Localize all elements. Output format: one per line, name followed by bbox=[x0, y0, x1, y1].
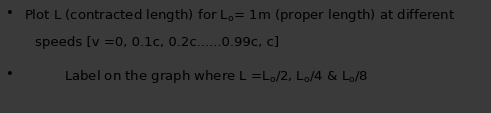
Text: Label on the graph where L =L$_\mathrm{o}$/2, L$_\mathrm{o}$/4 & L$_\mathrm{o}$/: Label on the graph where L =L$_\mathrm{o… bbox=[64, 68, 368, 84]
Text: Plot L (contracted length) for L$_\mathrm{o}$= 1m (proper length) at different: Plot L (contracted length) for L$_\mathr… bbox=[24, 7, 455, 23]
Text: •: • bbox=[6, 68, 14, 80]
Text: speeds [v =0, 0.1c, 0.2c......0.99c, c]: speeds [v =0, 0.1c, 0.2c......0.99c, c] bbox=[35, 36, 279, 48]
Text: •: • bbox=[6, 7, 14, 19]
